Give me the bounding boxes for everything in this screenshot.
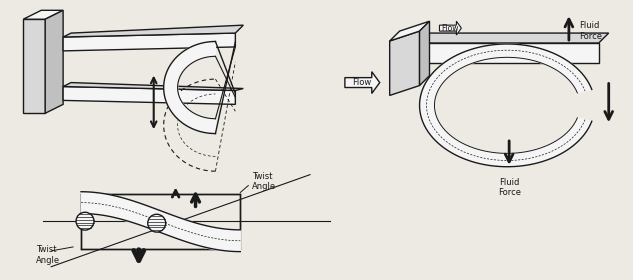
Polygon shape	[420, 21, 430, 86]
Polygon shape	[23, 19, 45, 113]
Polygon shape	[439, 21, 461, 35]
Text: Flow: Flow	[442, 24, 459, 33]
Polygon shape	[63, 33, 235, 51]
Polygon shape	[390, 21, 430, 41]
Polygon shape	[420, 44, 592, 167]
Polygon shape	[63, 87, 235, 104]
Text: Twist
Angle: Twist Angle	[253, 172, 277, 191]
Text: Fluid
Force: Fluid Force	[498, 178, 521, 197]
Polygon shape	[45, 10, 63, 113]
Polygon shape	[164, 41, 215, 134]
Polygon shape	[390, 31, 420, 95]
Polygon shape	[410, 33, 609, 43]
Text: Flow: Flow	[352, 78, 372, 87]
Polygon shape	[410, 43, 599, 63]
Polygon shape	[63, 83, 243, 90]
Polygon shape	[63, 25, 243, 37]
Polygon shape	[345, 72, 380, 94]
Circle shape	[76, 212, 94, 230]
Text: Fluid
Force: Fluid Force	[579, 21, 602, 41]
Polygon shape	[23, 10, 63, 19]
Circle shape	[147, 214, 166, 232]
Text: Twist
Angle: Twist Angle	[36, 245, 60, 265]
